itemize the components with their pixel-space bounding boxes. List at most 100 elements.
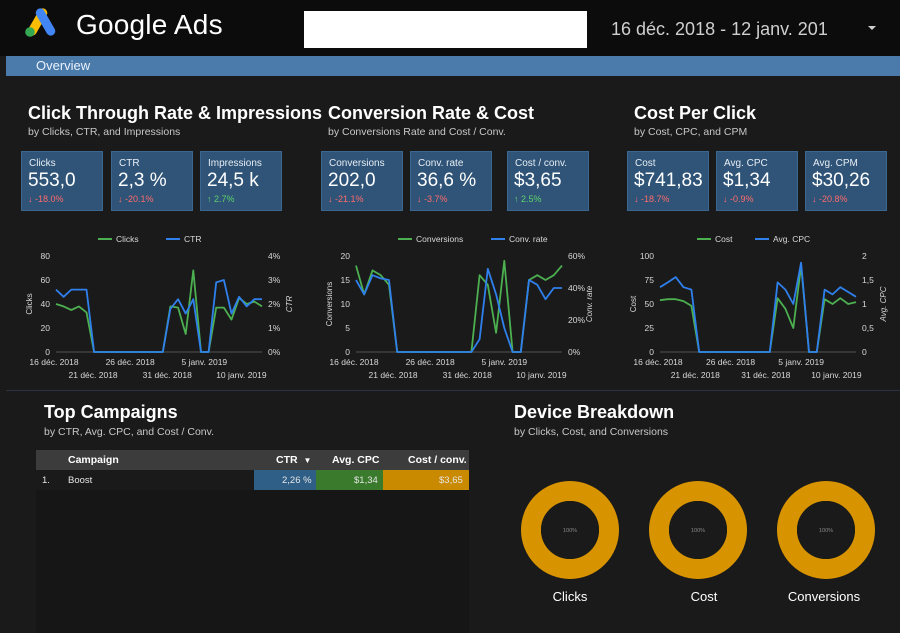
x-tick-label: 5 janv. 2019 <box>181 357 227 367</box>
y2-tick-label: 20% <box>568 315 585 325</box>
scorecard-delta-value: -0.9% <box>730 194 754 204</box>
donut-center-label: 100% <box>563 528 577 534</box>
scorecard-value: $741,83 <box>634 170 703 191</box>
conversions-convrate-chart: Conversions Conv. rate 20 15 10 5 0 60% 40% 20% 0%… <box>325 234 594 380</box>
scorecard-value: $30,26 <box>812 170 871 191</box>
y2-tick-label: 4% <box>268 251 281 261</box>
x-tick-label: 31 déc. 2018 <box>443 370 492 380</box>
x-tick-label: 21 déc. 2018 <box>369 370 418 380</box>
row-ctr: 2,26 % <box>282 475 312 486</box>
scorecard-delta-value: -20.8% <box>819 194 848 204</box>
scorecard-label: Avg. CPC <box>724 158 768 169</box>
cost-cpc-chart: Cost Avg. CPC 100 75 50 25 0 2 1,5 1 0,5 0 Cost Avg. … <box>629 234 888 380</box>
series-line-ctr <box>55 279 262 353</box>
series-line-conversions <box>355 259 563 353</box>
y-tick-label: 10 <box>341 299 351 309</box>
section-subtitle-conv: by Conversions Rate and Cost / Conv. <box>328 126 506 138</box>
row-index: 1. <box>42 475 50 486</box>
column-header-ctr[interactable]: CTR ▼ <box>276 454 311 466</box>
cpc-cell-bar <box>316 470 383 490</box>
y-axis-label: Clicks <box>25 293 34 314</box>
x-tick-label: 26 déc. 2018 <box>706 357 755 367</box>
y2-axis-label: CTR <box>285 296 294 313</box>
table-row[interactable]: 1. Boost 2,26 % $1,34 $3,65 <box>36 470 469 490</box>
chart-legend: Clicks CTR <box>98 234 201 244</box>
cost-conv-cell-bar <box>383 470 469 490</box>
section-subtitle-device: by Clicks, Cost, and Conversions <box>514 426 669 438</box>
scorecard-delta-value: -3.7% <box>424 194 448 204</box>
row-cost-conv: $3,65 <box>439 475 463 486</box>
caret-down-icon[interactable] <box>866 23 878 33</box>
y-tick-label: 20 <box>41 323 51 333</box>
y2-tick-label: 2 <box>862 251 867 261</box>
y2-tick-label: 0 <box>862 347 867 357</box>
scorecard-value: $3,65 <box>514 170 562 191</box>
scorecard-delta: ↓ -20.1% <box>118 194 154 204</box>
x-tick-label: 31 déc. 2018 <box>741 370 790 380</box>
y-tick-label: 25 <box>645 323 655 333</box>
y-axis-label: Conversions <box>325 282 334 326</box>
brand-name: Google Ads <box>76 9 223 40</box>
scorecard-delta-value: -21.1% <box>335 194 364 204</box>
y2-tick-label: 0% <box>268 347 281 357</box>
row-campaign: Boost <box>68 475 93 486</box>
scorecard-conv-rate: Conv. rate 36,6 % ↓ -3.7% <box>410 151 492 211</box>
y-tick-label: 0 <box>649 347 654 357</box>
scorecard-delta-value: -18.7% <box>641 194 670 204</box>
y-tick-label: 40 <box>41 299 51 309</box>
scorecard-delta-value: -18.0% <box>35 194 64 204</box>
arrow-down-icon: ↓ <box>812 194 820 204</box>
column-header-cost-conv[interactable]: Cost / conv. <box>408 454 467 466</box>
tab-overview[interactable]: Overview <box>36 58 91 73</box>
y2-tick-label: 1,5 <box>862 275 874 285</box>
y2-axis-label: Avg. CPC <box>879 286 888 322</box>
section-subtitle-cpc: by Cost, CPC, and CPM <box>634 126 748 138</box>
scorecard-label: Cost / conv. <box>515 158 568 169</box>
cost-donut-chart: 100% <box>649 481 747 579</box>
nav-bar: Overview <box>6 56 900 76</box>
ctr-cell-bar <box>254 470 316 490</box>
donut-hole <box>541 501 599 559</box>
y2-tick-label: 1% <box>268 323 281 333</box>
arrow-up-icon: ↑ <box>514 194 522 204</box>
section-title-campaigns: Top Campaigns <box>44 402 178 422</box>
x-tick-label: 26 déc. 2018 <box>106 357 155 367</box>
scorecard-delta: ↑ 2.7% <box>207 194 235 204</box>
column-header-avg-cpc[interactable]: Avg. CPC <box>332 454 380 466</box>
scorecard-value: 24,5 k <box>207 170 259 191</box>
scorecard-label: CTR <box>119 158 140 169</box>
donut-label-conversions: Conversions <box>787 589 861 604</box>
arrow-down-icon: ↓ <box>723 194 731 204</box>
clicks-ctr-chart: Clicks CTR 80 60 40 20 0 4% 3% 2% 1% 0% Clicks CTR 16 … <box>25 234 294 380</box>
scorecard-delta: ↓ -21.1% <box>328 194 364 204</box>
y-tick-label: 60 <box>41 275 51 285</box>
donut-label-cost: Cost <box>690 589 718 604</box>
conversions-donut-chart: 100% <box>777 481 875 579</box>
y2-tick-label: 0,5 <box>862 323 874 333</box>
y-tick-label: 75 <box>645 275 655 285</box>
section-subtitle-ctr: by Clicks, CTR, and Impressions <box>28 126 181 138</box>
arrow-down-icon: ↓ <box>118 194 126 204</box>
row-avg-cpc: $1,34 <box>354 475 378 486</box>
column-header-campaign[interactable]: Campaign <box>68 454 119 466</box>
scorecard-value: 36,6 % <box>417 170 477 191</box>
scorecard-delta: ↓ -18.0% <box>28 194 64 204</box>
date-range-selector[interactable]: 16 déc. 2018 - 12 janv. 201 <box>611 19 828 39</box>
chart-legend: Conversions Conv. rate <box>398 234 548 244</box>
y2-axis-label: Conv. rate <box>585 285 594 322</box>
x-tick-label: 5 janv. 2019 <box>778 357 824 367</box>
series-line-conv-rate <box>355 267 562 353</box>
scorecard-label: Impressions <box>208 158 262 169</box>
x-tick-label: 5 janv. 2019 <box>481 357 527 367</box>
table-header: Campaign CTR ▼ Avg. CPC Cost / conv. <box>36 450 469 470</box>
x-tick-label: 21 déc. 2018 <box>671 370 720 380</box>
y2-tick-label: 40% <box>568 283 585 293</box>
x-tick-label: 16 déc. 2018 <box>329 357 378 367</box>
donut-ring <box>521 481 619 579</box>
section-title-ctr: Click Through Rate & Impressions <box>28 103 323 123</box>
google-ads-logo-icon <box>25 8 56 37</box>
scorecard-delta: ↑ 2.5% <box>514 194 542 204</box>
x-tick-label: 26 déc. 2018 <box>406 357 455 367</box>
scorecard-impressions: Impressions 24,5 k ↑ 2.7% <box>200 151 282 211</box>
series-line-cost <box>659 264 857 353</box>
